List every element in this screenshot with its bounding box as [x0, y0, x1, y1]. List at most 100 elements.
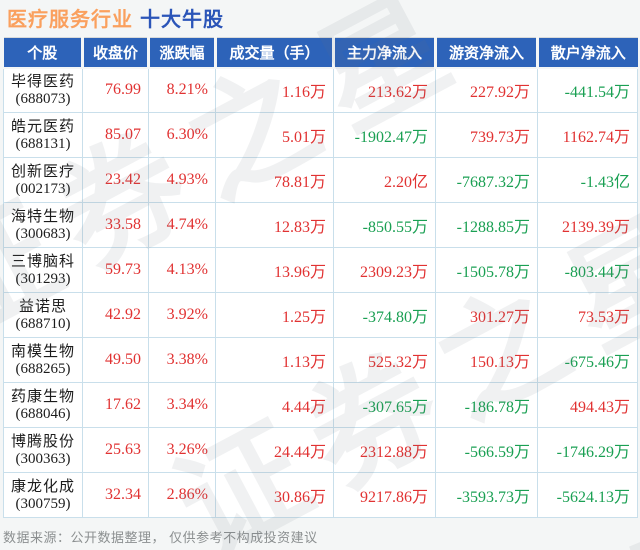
close-cell: 25.63: [82, 427, 149, 473]
table-row: 三博脑科 (301293) 59.73 4.13% 13.96万 2309.23万 -150…: [3, 247, 638, 293]
column-header-1: 收盘价: [81, 37, 149, 69]
stock-name: 康龙化成: [10, 478, 75, 495]
main-inflow-cell: 2.20亿: [333, 157, 436, 203]
stock-name: 皓元医药: [10, 118, 75, 135]
table-row: 益诺思 (688710) 42.92 3.92% 1.25万 -374.80万 301.27…: [3, 292, 638, 338]
volume-cell: 12.83万: [215, 202, 334, 248]
stock-name-cell: 海特生物 (300683): [3, 202, 83, 248]
table-row: 皓元医药 (688131) 85.07 6.30% 5.01万 -1902.47万 739.…: [3, 112, 638, 158]
main-inflow-cell: 2309.23万: [333, 247, 436, 293]
stock-code: (688073): [15, 90, 71, 107]
stock-code: (300683): [15, 225, 71, 242]
table-row: 毕得医药 (688073) 76.99 8.21% 1.16万 213.62万 227.92…: [3, 67, 638, 113]
retail-inflow-cell: 494.43万: [537, 382, 638, 428]
main-inflow-cell: -850.55万: [333, 202, 436, 248]
volume-cell: 4.44万: [215, 382, 334, 428]
column-header-3: 成交量（手）: [214, 37, 334, 69]
change-cell: 3.38%: [148, 337, 216, 383]
title-industry: 医疗服务行业: [7, 9, 133, 31]
page-title: 医疗服务行业 十大牛股: [7, 3, 224, 32]
change-cell: 3.92%: [148, 292, 216, 338]
stock-name-cell: 三博脑科 (301293): [3, 247, 83, 293]
hotmoney-inflow-cell: -1288.85万: [435, 202, 538, 248]
volume-cell: 24.44万: [215, 427, 334, 473]
stock-name-cell: 南模生物 (688265): [3, 337, 83, 383]
main-inflow-cell: -374.80万: [333, 292, 436, 338]
stock-name: 海特生物: [10, 208, 75, 225]
stock-name: 博腾股份: [10, 433, 75, 450]
column-header-0: 个股: [3, 37, 83, 69]
close-cell: 23.42: [82, 157, 149, 203]
data-source-note: 数据来源：公开数据整理， 仅供参考不构成投资建议: [3, 530, 318, 545]
stock-code: (688131): [15, 135, 71, 152]
stock-name: 三博脑科: [10, 253, 75, 270]
stock-code: (301293): [15, 270, 71, 287]
stock-name: 创新医疗: [10, 163, 75, 180]
table-row: 海特生物 (300683) 33.58 4.74% 12.83万 -850.55万 -128…: [3, 202, 638, 248]
table-row: 药康生物 (688046) 17.62 3.34% 4.44万 -307.65万 -186.…: [3, 382, 638, 428]
change-cell: 4.74%: [148, 202, 216, 248]
change-cell: 6.30%: [148, 112, 216, 158]
hotmoney-inflow-cell: -186.78万: [435, 382, 538, 428]
volume-cell: 1.25万: [215, 292, 334, 338]
title-suffix: 十大牛股: [140, 9, 224, 31]
column-header-5: 游资净流入: [434, 37, 538, 69]
table-row: 创新医疗 (002173) 23.42 4.93% 78.81万 2.20亿 -7687.3…: [3, 157, 638, 203]
close-cell: 42.92: [82, 292, 149, 338]
column-header-2: 涨跌幅: [147, 37, 216, 69]
retail-inflow-cell: -441.54万: [537, 67, 638, 113]
table-header-row: 个股 收盘价 涨跌幅 成交量（手） 主力净流入 游资净流入 散户净流入: [3, 37, 638, 69]
stock-name: 益诺思: [18, 298, 67, 315]
retail-inflow-cell: 73.53万: [537, 292, 638, 338]
change-cell: 2.86%: [148, 472, 216, 518]
volume-cell: 13.96万: [215, 247, 334, 293]
hotmoney-inflow-cell: 150.13万: [435, 337, 538, 383]
close-cell: 49.50: [82, 337, 149, 383]
volume-cell: 5.01万: [215, 112, 334, 158]
table-row: 南模生物 (688265) 49.50 3.38% 1.13万 525.32万 150.13…: [3, 337, 638, 383]
hotmoney-inflow-cell: 227.92万: [435, 67, 538, 113]
change-cell: 8.21%: [148, 67, 216, 113]
retail-inflow-cell: 1162.74万: [537, 112, 638, 158]
retail-inflow-cell: 2139.39万: [537, 202, 638, 248]
stock-name-cell: 毕得医药 (688073): [3, 67, 83, 113]
table-row: 博腾股份 (300363) 25.63 3.26% 24.44万 2312.88万 -566…: [3, 427, 638, 473]
volume-cell: 1.16万: [215, 67, 334, 113]
stock-code: (688265): [15, 360, 71, 377]
retail-inflow-cell: -1.43亿: [537, 157, 638, 203]
hotmoney-inflow-cell: -3593.73万: [435, 472, 538, 518]
stock-name-cell: 皓元医药 (688131): [3, 112, 83, 158]
stock-name-cell: 博腾股份 (300363): [3, 427, 83, 473]
stock-name: 毕得医药: [10, 73, 75, 90]
main-inflow-cell: 2312.88万: [333, 427, 436, 473]
retail-inflow-cell: -803.44万: [537, 247, 638, 293]
main-inflow-cell: 213.62万: [333, 67, 436, 113]
main-inflow-cell: 9217.86万: [333, 472, 436, 518]
stock-code: (300363): [15, 450, 71, 467]
change-cell: 4.93%: [148, 157, 216, 203]
close-cell: 76.99: [82, 67, 149, 113]
volume-cell: 30.86万: [215, 472, 334, 518]
hotmoney-inflow-cell: 301.27万: [435, 292, 538, 338]
main-inflow-cell: 525.32万: [333, 337, 436, 383]
column-header-4: 主力净流入: [332, 37, 436, 69]
stock-code: (688046): [15, 405, 71, 422]
main-inflow-cell: -1902.47万: [333, 112, 436, 158]
retail-inflow-cell: -1746.29万: [537, 427, 638, 473]
stock-name-cell: 药康生物 (688046): [3, 382, 83, 428]
volume-cell: 78.81万: [215, 157, 334, 203]
close-cell: 33.58: [82, 202, 149, 248]
close-cell: 32.34: [82, 472, 149, 518]
table-row: 康龙化成 (300759) 32.34 2.86% 30.86万 9217.86万 -359…: [3, 472, 638, 518]
stock-name-cell: 益诺思 (688710): [3, 292, 83, 338]
close-cell: 85.07: [82, 112, 149, 158]
close-cell: 17.62: [82, 382, 149, 428]
change-cell: 3.34%: [148, 382, 216, 428]
stock-name-cell: 创新医疗 (002173): [3, 157, 83, 203]
stock-name: 南模生物: [10, 343, 75, 360]
column-header-6: 散户净流入: [536, 37, 638, 69]
retail-inflow-cell: -5624.13万: [537, 472, 638, 518]
top-stocks-table: 个股 收盘价 涨跌幅 成交量（手） 主力净流入 游资净流入 散户净流入 毕得医药 (68807…: [3, 37, 638, 518]
hotmoney-inflow-cell: -1505.78万: [435, 247, 538, 293]
